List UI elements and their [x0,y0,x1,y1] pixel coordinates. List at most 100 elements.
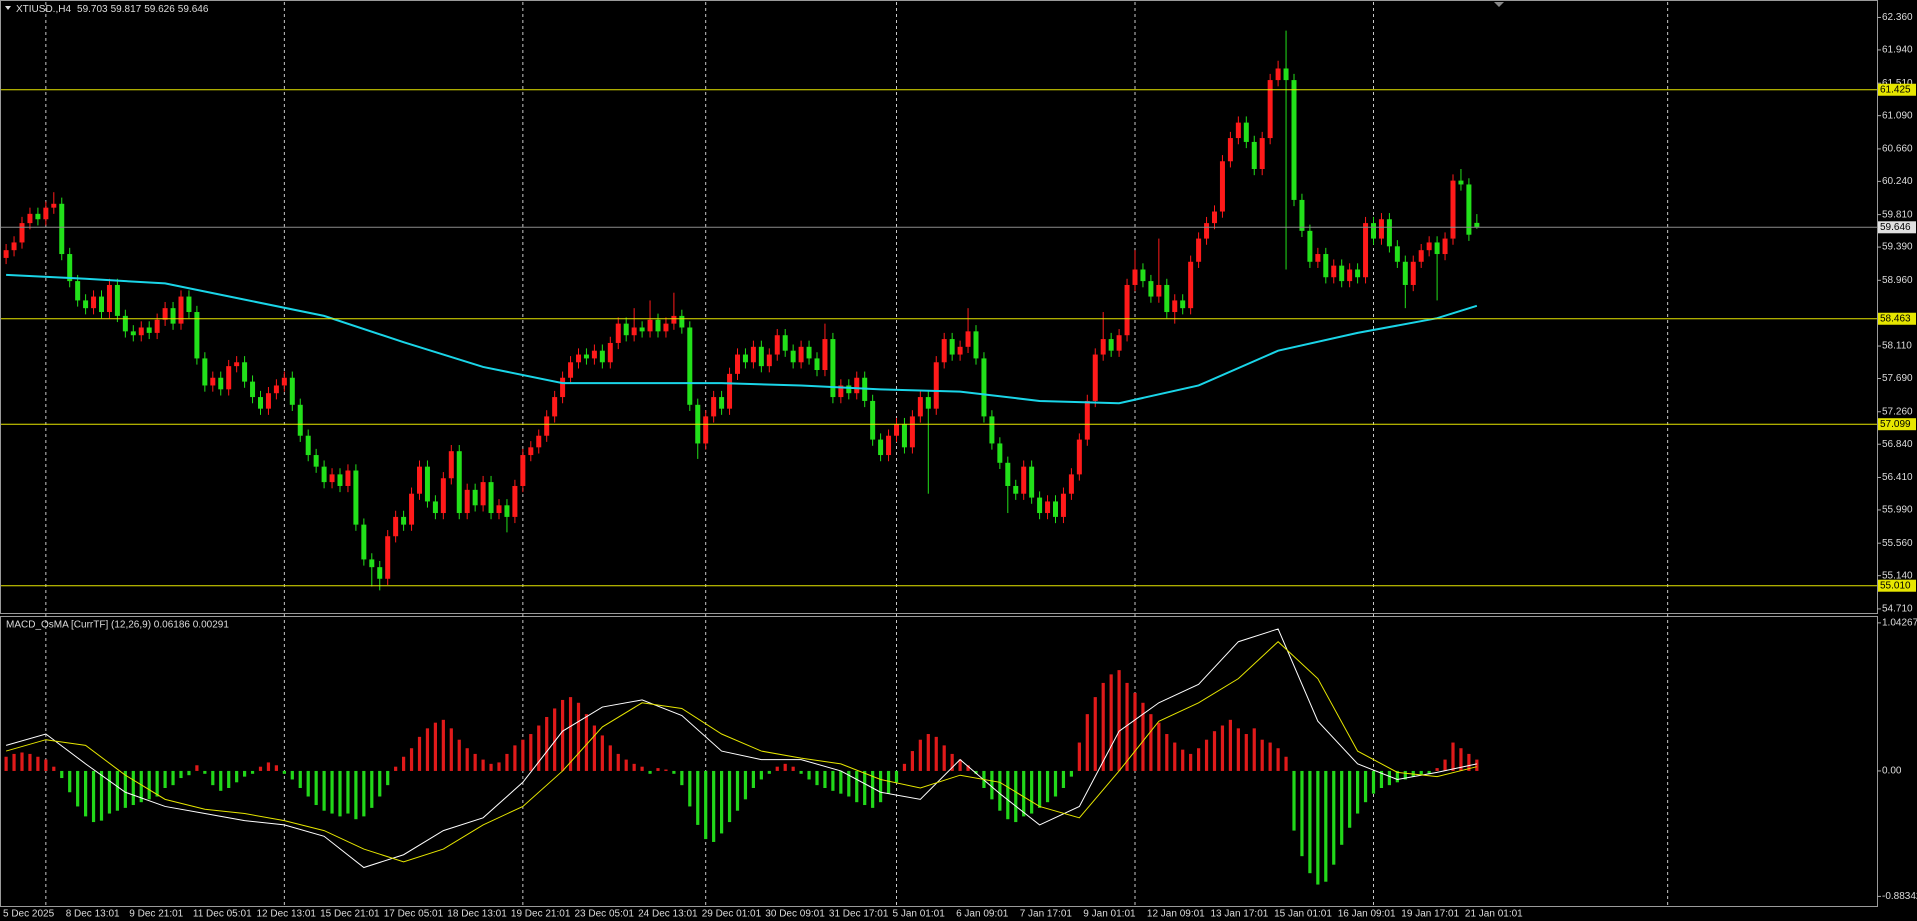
candle-body [583,354,589,359]
y-tick-label: 59.390 [1882,242,1913,253]
histogram-bar [258,766,263,771]
candle-body [647,319,653,332]
candle-body [27,213,33,224]
histogram-bar [513,745,517,771]
oscillator-panel-frame [0,616,1878,907]
candle-body [1068,474,1074,494]
candle-body [1307,230,1313,262]
histogram-bar [12,753,16,771]
candle-body [281,377,287,386]
open: 59.703 [77,4,108,15]
candle-body [1029,466,1035,498]
x-tick-label: 18 Dec 13:01 [447,909,507,920]
candle-body [870,400,876,440]
y-tick-label: 55.990 [1882,505,1913,516]
candle-body [742,354,748,363]
candle-body [663,323,669,332]
x-tick-label: 5 Jan 01:01 [893,909,946,920]
candle-body [727,373,733,409]
candle-body [719,397,725,409]
histogram-bar [1061,770,1066,788]
histogram-bar [1260,739,1264,771]
candle-body [544,416,550,436]
candle-body [766,354,772,367]
candle-body [1100,339,1106,355]
candle-body [337,474,343,486]
candle-body [1275,68,1281,81]
candle-body [1458,180,1464,185]
histogram-bar [298,770,302,788]
x-tick-label: 9 Jan 01:01 [1083,909,1136,920]
x-tick-label: 12 Jan 09:01 [1147,909,1205,920]
candle-body [925,397,931,409]
histogram-bar [990,770,994,800]
histogram-bar [1181,749,1185,771]
candle-body [973,331,979,359]
histogram-bar [1395,770,1399,783]
histogram-bar [1133,692,1137,771]
y-tick-label: 61.090 [1882,110,1913,121]
candle-body [11,242,17,251]
level-label: 55.010 [1880,580,1911,591]
histogram-bar [76,770,80,807]
x-tick-label: 5 Dec 2025 [3,909,55,920]
histogram-bar [1236,728,1240,771]
indicator-line [5,628,1477,869]
x-tick-label: 8 Dec 13:01 [66,909,120,920]
candle-body [1410,261,1416,285]
candle-body [782,335,788,351]
x-tick-label: 24 Dec 13:01 [638,909,698,920]
candle-body [1092,354,1098,401]
candle-body [1037,497,1043,514]
candle-body [1442,238,1448,255]
x-tick-label: 15 Jan 01:01 [1274,909,1332,920]
histogram-bar [481,759,485,771]
candle-body [1347,269,1353,282]
candle-body [1363,223,1369,278]
y-tick-label: 58.110 [1882,341,1912,352]
candle-body [1402,261,1408,285]
histogram-bar [1387,770,1391,786]
y-tick-label: 55.140 [1882,570,1913,581]
candle-body [488,482,494,514]
histogram-bar [409,748,414,771]
histogram-bar [1117,670,1121,771]
histogram-bar [433,722,437,771]
y-tick-label: 57.690 [1882,373,1913,384]
histogram-bar [1348,770,1352,828]
y-tick-label: 57.260 [1882,406,1913,417]
histogram-bar [84,770,88,817]
histogram-bar [751,770,755,788]
current-price-label: 59.646 [1880,222,1911,233]
histogram-bar [847,770,851,797]
histogram-bar [966,765,970,771]
menu-arrow[interactable] [5,6,11,10]
histogram-bar [394,766,398,771]
histogram-bar [1467,753,1471,771]
candle-body [1259,138,1265,169]
candle-body [51,203,57,208]
histogram-bar [545,716,549,771]
histogram-bar [362,770,366,817]
candle-body [218,377,224,390]
candle-body [234,362,240,367]
candle-body [997,443,1003,463]
x-tick-label: 11 Dec 05:01 [193,909,252,920]
candle-body [854,377,860,394]
histogram-bar [250,770,255,774]
histogram-bar [616,753,620,771]
candle-body [1426,242,1432,251]
candle-body [1378,219,1384,239]
candle-body [1076,439,1082,475]
y-tick-label: 60.660 [1882,144,1913,155]
histogram-bar [1451,742,1455,771]
histogram-bar [314,770,318,806]
histogram-bar [1141,702,1145,771]
histogram-bar [998,770,1002,811]
histogram-bar [608,745,612,771]
candle-body [19,223,25,243]
candle-body [75,281,81,301]
histogram-bar [624,759,628,771]
histogram-bar [1475,759,1479,771]
candle-body [448,451,454,479]
